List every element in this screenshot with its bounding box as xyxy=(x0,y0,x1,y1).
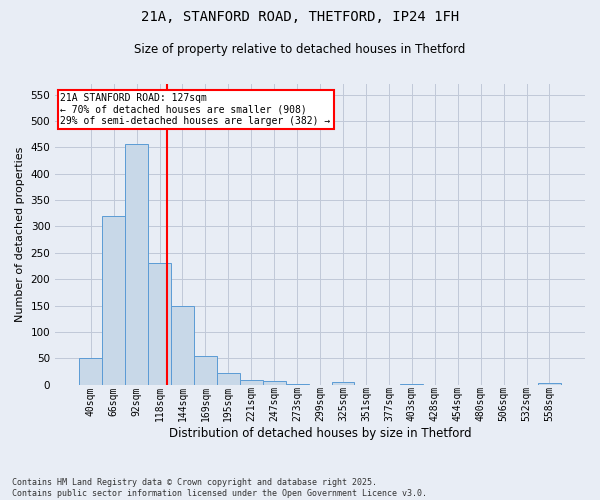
Bar xyxy=(332,382,355,385)
Text: Size of property relative to detached houses in Thetford: Size of property relative to detached ho… xyxy=(134,42,466,56)
Bar xyxy=(125,144,148,385)
Bar xyxy=(171,306,194,385)
Bar xyxy=(263,380,286,385)
Text: Contains HM Land Registry data © Crown copyright and database right 2025.
Contai: Contains HM Land Registry data © Crown c… xyxy=(12,478,427,498)
Bar xyxy=(538,383,561,385)
Bar xyxy=(148,264,171,385)
Text: 21A, STANFORD ROAD, THETFORD, IP24 1FH: 21A, STANFORD ROAD, THETFORD, IP24 1FH xyxy=(141,10,459,24)
X-axis label: Distribution of detached houses by size in Thetford: Distribution of detached houses by size … xyxy=(169,427,472,440)
Bar xyxy=(79,358,102,385)
Text: 21A STANFORD ROAD: 127sqm
← 70% of detached houses are smaller (908)
29% of semi: 21A STANFORD ROAD: 127sqm ← 70% of detac… xyxy=(61,93,331,126)
Bar xyxy=(217,373,240,385)
Bar xyxy=(102,216,125,385)
Bar xyxy=(240,380,263,385)
Bar xyxy=(194,356,217,385)
Bar xyxy=(286,384,308,385)
Y-axis label: Number of detached properties: Number of detached properties xyxy=(15,146,25,322)
Bar xyxy=(400,384,423,385)
